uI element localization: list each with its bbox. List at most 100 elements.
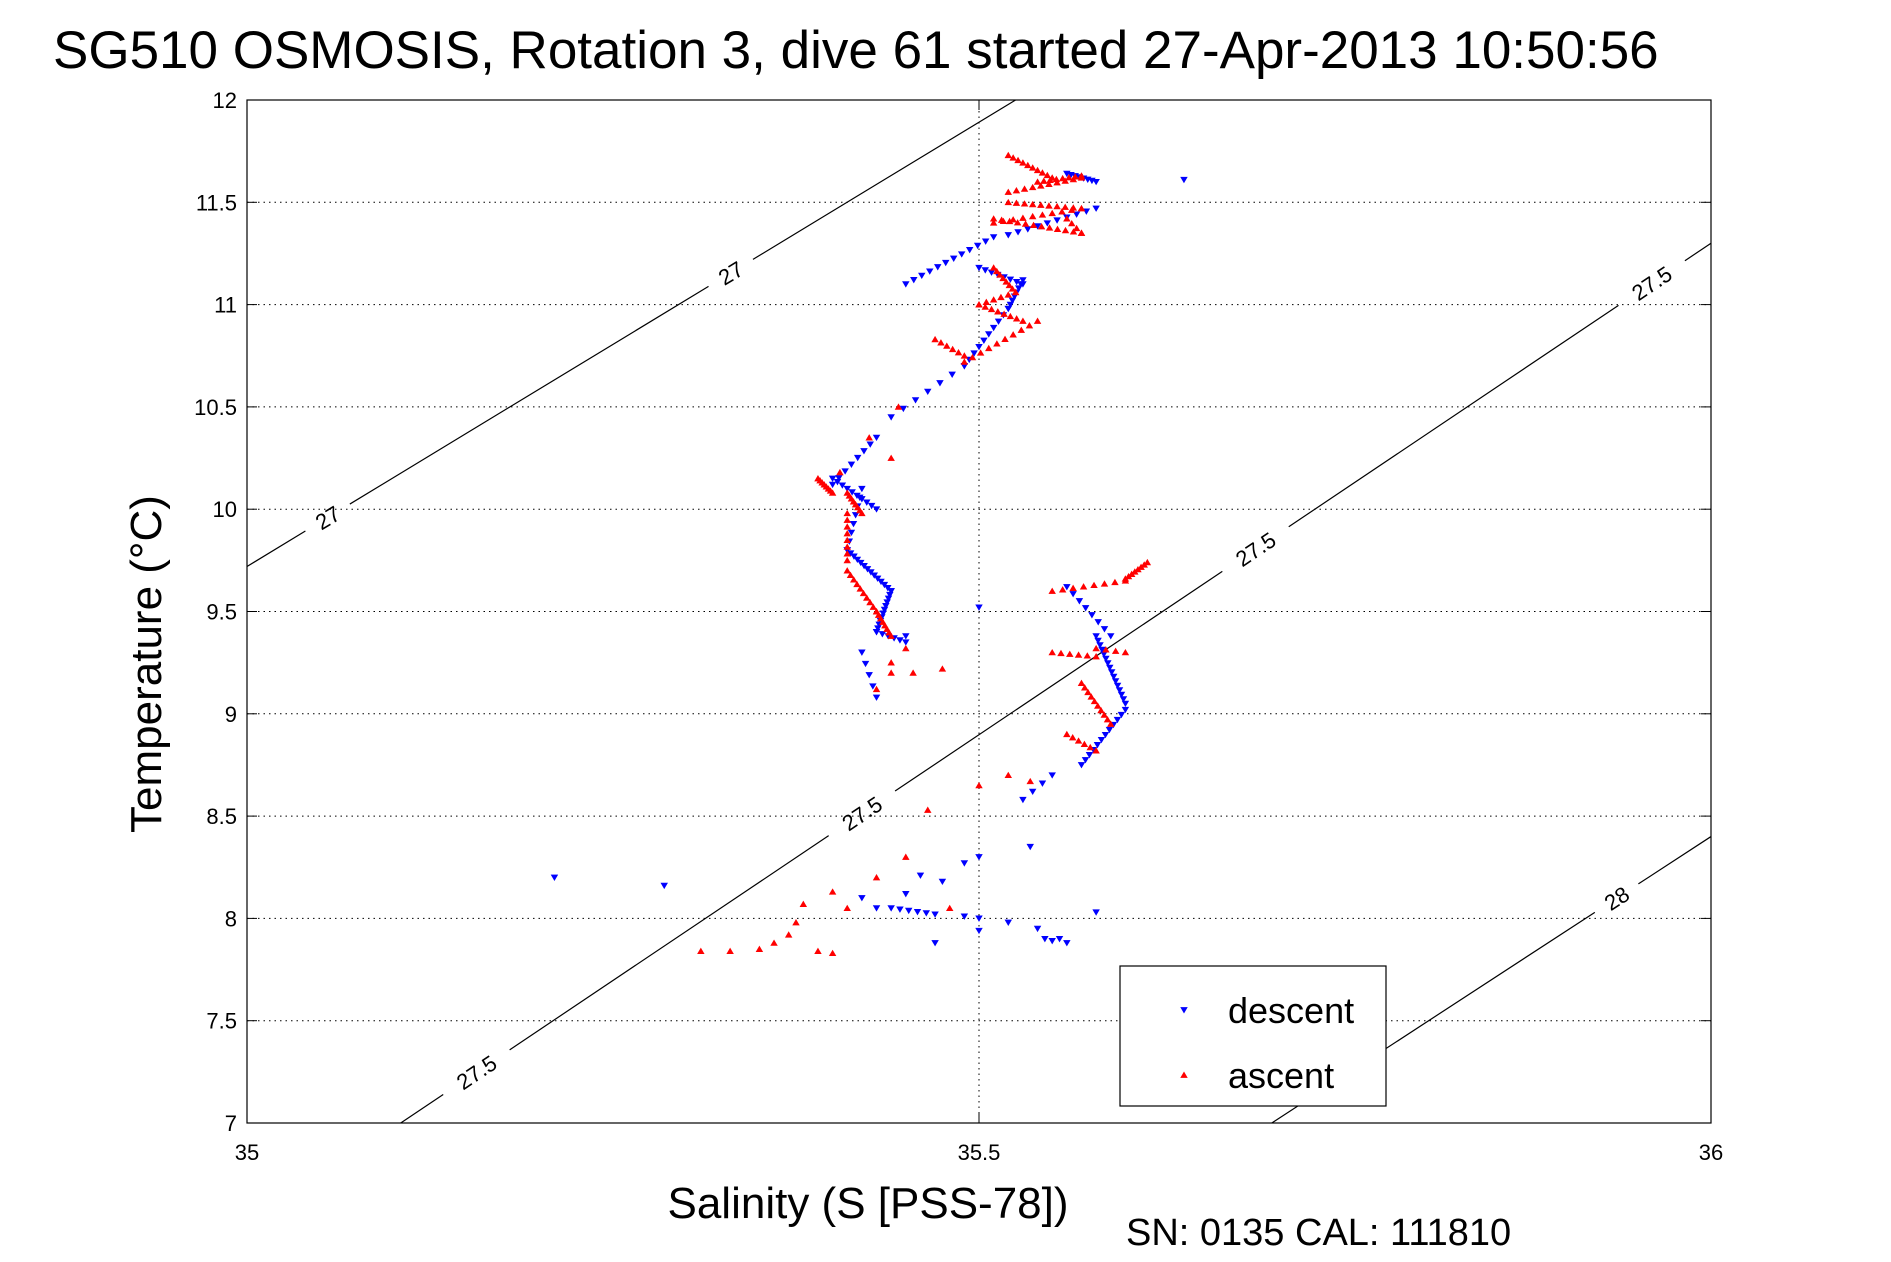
descent-point	[936, 380, 944, 387]
axis-ticks: 7 7.5 8 8.5 9 9.5 10 10.5 11 11.5 12 35 35.5 36	[194, 88, 1723, 1165]
ascent-point	[993, 340, 1001, 347]
y-tick-label: 7	[225, 1111, 237, 1136]
isopycnal-line-27	[349, 285, 709, 505]
descent-point	[884, 595, 893, 602]
ascent-point	[997, 293, 1005, 301]
y-tick-label: 9.5	[206, 600, 237, 625]
ascent-point	[1019, 159, 1027, 166]
ascent-point	[902, 644, 910, 652]
descent-point	[872, 905, 881, 912]
descent-point	[985, 331, 993, 338]
legend-marker-descent	[1180, 1007, 1188, 1014]
descent-point	[1101, 731, 1110, 739]
ascent-point	[828, 888, 837, 895]
ascent-point	[1008, 285, 1017, 292]
ascent-point	[985, 344, 993, 352]
ascent-point	[1079, 583, 1088, 590]
descent-point	[1081, 757, 1090, 764]
descent-point	[550, 874, 559, 881]
descent-point	[1053, 217, 1061, 224]
ascent-point	[887, 669, 895, 676]
ascent-point	[1067, 219, 1076, 227]
ascent-point	[1038, 169, 1047, 176]
ascent-point	[843, 516, 851, 523]
descent-point	[833, 479, 842, 486]
descent-point	[1028, 788, 1037, 796]
ascent-point	[1005, 281, 1014, 289]
descent-point	[1180, 176, 1188, 184]
descent-point	[660, 882, 668, 890]
descent-point	[847, 461, 856, 468]
ascent-point	[1009, 154, 1017, 161]
ascent-point	[937, 339, 945, 346]
descent-point	[1024, 226, 1032, 233]
ascent-point	[1021, 220, 1030, 227]
ascent-point	[1048, 587, 1056, 594]
ascent-point	[1077, 229, 1086, 236]
ascent-point	[1002, 278, 1010, 285]
isopycnal-line-27	[752, 99, 1016, 260]
descent-point	[1004, 919, 1013, 926]
descent-point	[1069, 591, 1077, 598]
ascent-point	[1061, 203, 1069, 210]
ascent-point	[726, 947, 734, 954]
ascent-point	[1057, 649, 1065, 657]
descent-point	[896, 637, 904, 644]
y-tick-label: 8	[225, 906, 237, 931]
ascent-point	[865, 434, 873, 441]
isopycnal-label: 28	[1600, 881, 1634, 915]
descent-point	[1048, 772, 1056, 779]
ascent-point	[1040, 177, 1048, 184]
descent-point	[1113, 716, 1122, 724]
descent-point	[1072, 211, 1081, 218]
ascent-point	[1061, 177, 1069, 184]
isopycnal-line-27.5	[894, 570, 1223, 792]
ascent-point	[1045, 180, 1053, 187]
ascent-point	[1053, 225, 1062, 232]
ascent-point	[1004, 151, 1013, 159]
descent-point	[887, 588, 895, 595]
descent-point	[934, 264, 942, 271]
legend-marker-descent	[1180, 1007, 1188, 1014]
isopycnal-label: 27.5	[1627, 261, 1676, 306]
ascent-point	[982, 298, 991, 306]
ascent-point	[1037, 182, 1045, 189]
ascent-point	[1121, 648, 1130, 656]
ascent-point	[843, 523, 851, 530]
ascent-point	[1058, 586, 1067, 593]
descent-point	[960, 913, 969, 920]
descent-point	[1100, 626, 1109, 633]
descent-point	[866, 441, 874, 448]
descent-point	[1092, 205, 1100, 212]
descent-point	[926, 268, 934, 275]
ascent-point	[987, 305, 996, 313]
descent-point	[869, 683, 877, 690]
ascent-point	[1102, 646, 1110, 653]
legend-label-descent: descent	[1228, 990, 1354, 1031]
descent-point	[856, 494, 864, 501]
ascent-point	[1097, 706, 1105, 714]
ascent-point	[1086, 743, 1094, 751]
isopycnal-line-28	[1638, 836, 1712, 885]
descent-point	[938, 878, 947, 886]
ascent-point	[1069, 175, 1078, 183]
ascent-point	[866, 598, 874, 606]
descent-point	[931, 911, 939, 918]
x-axis-title: Salinity (S [PSS-78])	[667, 1179, 1068, 1228]
data-points	[550, 151, 1188, 957]
descent-point	[1092, 909, 1100, 916]
ascent-point	[1028, 164, 1037, 171]
ascent-point	[931, 335, 939, 343]
ascent-point	[887, 454, 895, 461]
series-ascent	[697, 151, 1152, 957]
ascent-point	[1053, 179, 1061, 186]
descent-point	[858, 895, 866, 902]
ascent-point	[872, 685, 881, 693]
descent-point	[989, 324, 998, 332]
descent-point	[994, 318, 1003, 325]
descent-point	[1094, 637, 1102, 645]
ascent-point	[981, 303, 989, 310]
ascent-point	[1017, 326, 1026, 333]
y-tick-label: 7.5	[206, 1009, 237, 1034]
ascent-point	[856, 585, 864, 592]
